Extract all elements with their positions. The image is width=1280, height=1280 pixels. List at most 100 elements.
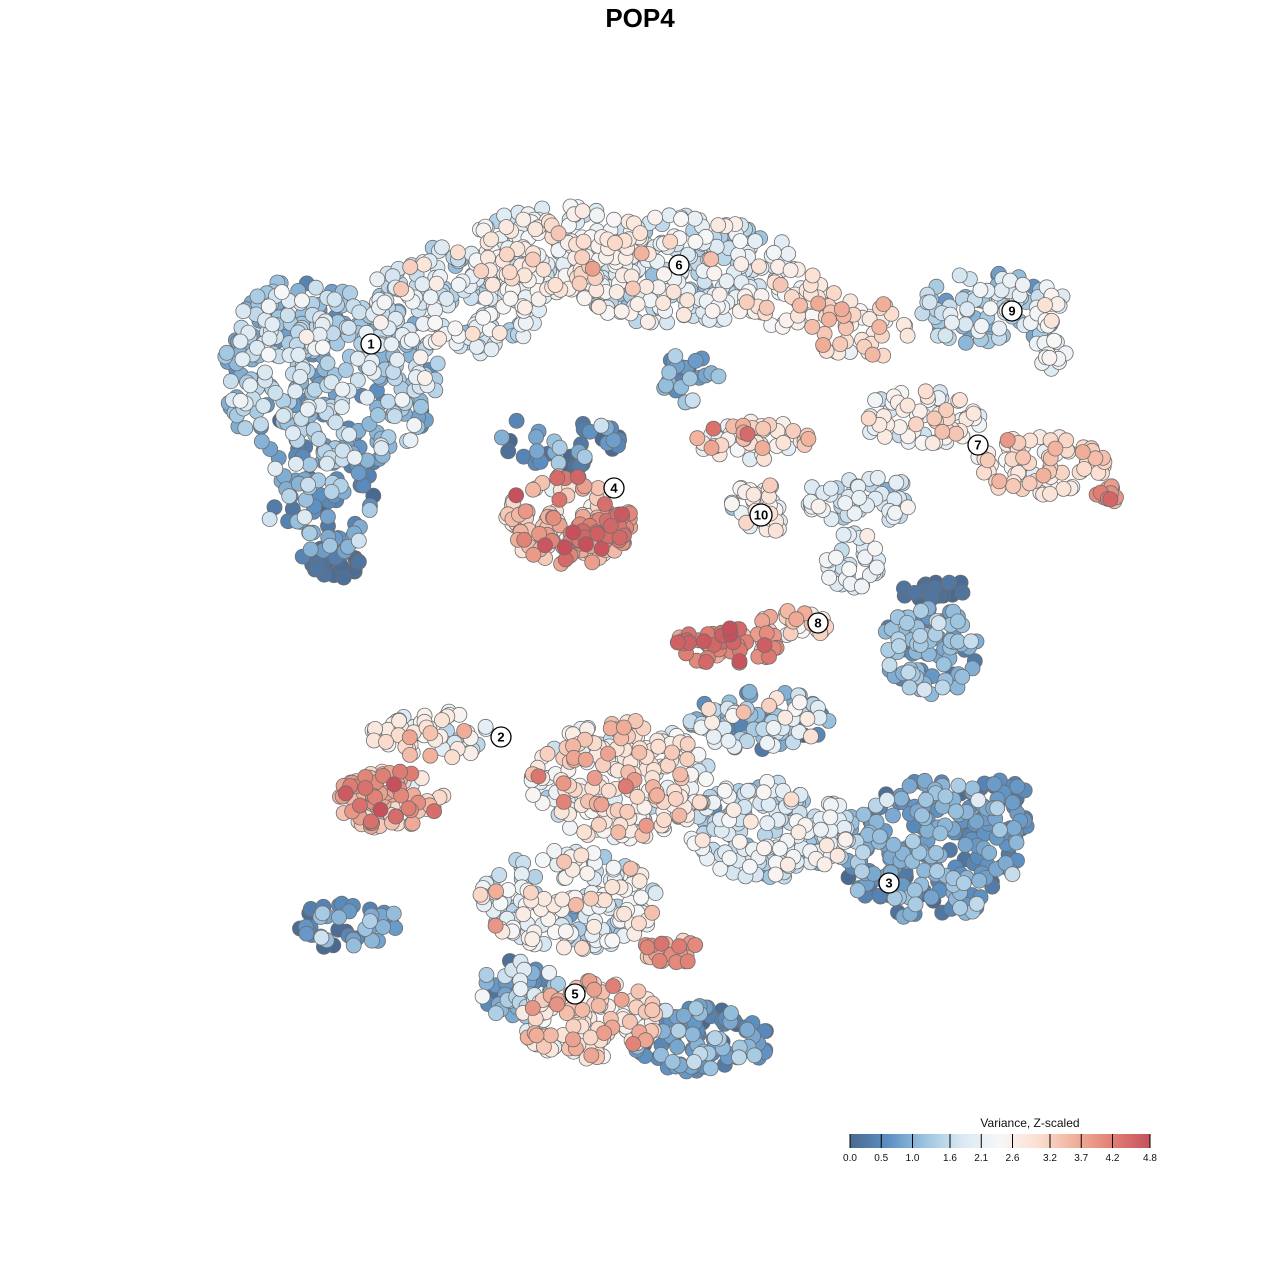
data-point bbox=[536, 1038, 552, 1055]
data-point bbox=[982, 300, 999, 317]
data-point bbox=[472, 886, 489, 903]
data-point bbox=[638, 278, 655, 295]
data-point bbox=[600, 782, 617, 799]
data-point bbox=[590, 298, 607, 315]
data-point bbox=[340, 319, 357, 336]
data-point bbox=[738, 294, 755, 311]
data-point bbox=[767, 866, 784, 883]
data-point bbox=[775, 434, 792, 451]
data-point bbox=[517, 503, 534, 520]
data-point bbox=[605, 859, 622, 876]
data-point bbox=[296, 509, 313, 526]
data-point bbox=[703, 251, 719, 268]
data-point bbox=[319, 508, 336, 525]
data-point bbox=[739, 1021, 756, 1038]
data-point bbox=[527, 869, 543, 885]
data-point bbox=[1058, 432, 1075, 449]
data-point bbox=[349, 372, 366, 389]
data-point bbox=[491, 325, 508, 341]
data-point bbox=[938, 402, 955, 419]
data-point bbox=[565, 1031, 581, 1048]
data-point bbox=[821, 311, 837, 328]
cluster-label-badge bbox=[668, 254, 690, 276]
data-point bbox=[222, 373, 239, 390]
data-point bbox=[242, 377, 259, 394]
data-point bbox=[372, 314, 389, 331]
data-point bbox=[380, 393, 397, 410]
data-point bbox=[837, 495, 854, 512]
data-point bbox=[488, 883, 505, 900]
data-point bbox=[679, 751, 696, 768]
data-point bbox=[562, 819, 578, 836]
data-point bbox=[656, 812, 672, 828]
data-point bbox=[712, 860, 729, 877]
data-point bbox=[851, 489, 867, 506]
data-point bbox=[761, 697, 777, 714]
data-point bbox=[386, 776, 402, 793]
cluster-label-badge bbox=[878, 872, 900, 894]
data-point bbox=[742, 858, 758, 875]
data-point bbox=[900, 499, 916, 516]
data-point bbox=[869, 469, 886, 486]
data-point bbox=[350, 465, 367, 481]
data-point bbox=[662, 233, 679, 250]
data-point bbox=[667, 348, 684, 365]
data-point bbox=[710, 217, 727, 234]
data-point bbox=[1015, 449, 1031, 466]
data-point bbox=[529, 443, 545, 460]
data-point bbox=[1055, 480, 1072, 497]
data-point bbox=[785, 423, 802, 439]
data-point bbox=[631, 744, 648, 761]
data-point bbox=[255, 398, 272, 414]
data-point bbox=[957, 316, 974, 333]
data-point bbox=[307, 279, 324, 296]
data-point bbox=[791, 694, 808, 711]
data-point bbox=[596, 1025, 612, 1041]
data-point bbox=[530, 768, 547, 785]
data-point bbox=[1004, 866, 1021, 883]
data-point bbox=[885, 836, 902, 853]
data-point bbox=[574, 1002, 591, 1018]
data-point bbox=[923, 889, 940, 906]
data-point bbox=[375, 767, 391, 784]
data-point bbox=[508, 412, 525, 429]
data-point bbox=[322, 537, 338, 554]
data-point bbox=[800, 430, 817, 447]
data-point bbox=[593, 541, 610, 557]
cluster-label-badge bbox=[1001, 300, 1023, 322]
cluster-label-5: 5 bbox=[564, 983, 586, 1005]
legend-tick-label: 3.7 bbox=[1074, 1153, 1088, 1164]
data-point bbox=[593, 417, 610, 434]
data-point bbox=[916, 681, 933, 698]
data-point bbox=[234, 351, 251, 368]
legend-tick-label: 4.2 bbox=[1106, 1153, 1120, 1164]
data-point bbox=[788, 611, 805, 628]
data-point bbox=[731, 833, 748, 850]
data-point bbox=[261, 330, 278, 347]
data-point bbox=[373, 440, 390, 457]
data-point bbox=[363, 813, 380, 830]
data-point bbox=[650, 738, 667, 755]
cluster-label-badge bbox=[564, 983, 586, 1005]
data-point bbox=[556, 853, 572, 870]
data-point bbox=[754, 440, 771, 457]
data-point bbox=[841, 561, 858, 578]
data-point bbox=[502, 290, 519, 307]
data-point bbox=[576, 824, 593, 840]
cluster-label-text: 2 bbox=[497, 730, 504, 745]
data-point bbox=[731, 1049, 747, 1066]
data-point bbox=[859, 528, 876, 544]
data-point bbox=[868, 559, 885, 576]
data-point bbox=[556, 939, 572, 956]
data-point bbox=[832, 336, 849, 353]
data-point bbox=[517, 299, 533, 316]
data-point bbox=[299, 401, 316, 418]
data-point bbox=[948, 425, 964, 442]
data-point bbox=[924, 435, 941, 452]
data-point bbox=[394, 391, 411, 408]
data-point bbox=[237, 420, 254, 437]
data-point bbox=[823, 480, 839, 497]
data-point bbox=[855, 806, 872, 823]
data-point bbox=[746, 1047, 763, 1064]
